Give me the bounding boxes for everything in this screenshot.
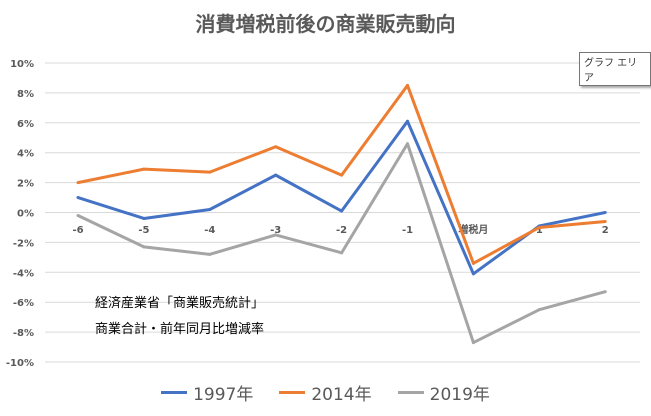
y-tick-label: -6% (13, 298, 34, 309)
description-note: 商業合計・前年同月比増減率 (95, 322, 265, 337)
data-point (208, 208, 212, 212)
legend-item-1997[interactable]: 1997年 (161, 380, 253, 405)
source-note: 経済産業省「商業販売統計」 (95, 296, 265, 311)
data-point (208, 252, 212, 256)
y-tick-label: -4% (13, 268, 34, 279)
data-point (76, 196, 80, 200)
x-tick-label: -1 (402, 225, 413, 236)
legend: 1997年 2014年 2019年 (0, 380, 651, 405)
data-point (471, 261, 475, 265)
y-tick-label: -10% (6, 358, 34, 369)
data-point (537, 308, 541, 312)
x-tick-label: -6 (72, 225, 83, 236)
data-point (603, 211, 607, 214)
legend-swatch (397, 391, 424, 394)
legend-item-2019[interactable]: 2019年 (397, 380, 490, 405)
x-tick-label: -5 (138, 225, 149, 236)
data-point (274, 145, 278, 149)
x-tick-label: -3 (270, 225, 281, 236)
y-tick-label: 4% (17, 149, 34, 160)
data-point (274, 173, 278, 177)
data-point (537, 225, 541, 229)
data-point (142, 245, 146, 249)
y-tick-label: -2% (13, 238, 34, 249)
y-tick-label: 10% (10, 59, 34, 70)
data-point (142, 167, 146, 171)
x-tick-label: 増税月 (458, 223, 488, 236)
data-point (76, 181, 80, 185)
legend-label: 1997年 (193, 385, 254, 405)
legend-swatch (279, 391, 306, 394)
legend-item-2014[interactable]: 2014年 (279, 380, 372, 405)
x-tick-label: -2 (336, 225, 347, 236)
legend-label: 2014年 (311, 385, 372, 405)
data-point (471, 272, 475, 276)
data-point (603, 290, 607, 294)
data-point (274, 233, 278, 237)
x-tick-label: 1 (536, 225, 543, 236)
data-point (603, 219, 607, 223)
y-tick-label: -8% (13, 328, 34, 339)
data-point (142, 216, 146, 220)
data-point (208, 170, 212, 174)
data-point (76, 213, 80, 217)
legend-label: 2019年 (429, 385, 490, 405)
x-tick-label: -4 (204, 225, 215, 236)
y-tick-label: 8% (17, 89, 34, 100)
chart-area-tooltip: グラフ エリア (579, 52, 651, 86)
data-point (471, 341, 475, 345)
chart-title: 消費増税前後の商業販売動向 (195, 12, 456, 36)
x-tick-label: 2 (602, 225, 609, 236)
data-point (406, 119, 409, 123)
data-point (340, 173, 344, 177)
data-point (340, 209, 344, 213)
y-tick-label: 2% (17, 179, 34, 190)
y-tick-label: 0% (17, 209, 34, 220)
data-point (340, 251, 344, 255)
y-tick-label: 6% (17, 119, 34, 130)
legend-swatch (161, 391, 188, 394)
data-point (406, 83, 409, 87)
data-point (406, 142, 409, 146)
